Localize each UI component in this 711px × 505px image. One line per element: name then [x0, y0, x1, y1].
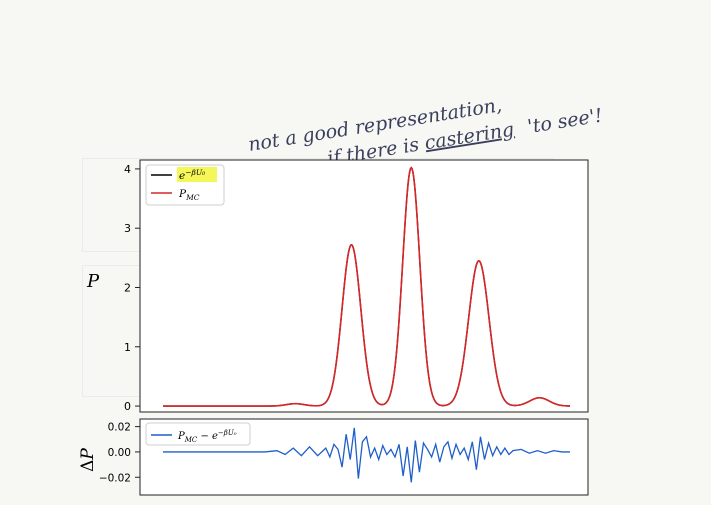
residual-legend: PMC − e−βU₀	[145, 422, 251, 446]
main-y-tick-label: 3	[124, 222, 131, 235]
series-line-p-mc	[163, 166, 571, 407]
main-y-tick-label: 4	[124, 163, 131, 176]
main-panel: 0 1 2 3 4 P e−βU₀ PMC	[86, 159, 589, 413]
residual-y-tick-label: −0.02	[99, 472, 131, 484]
main-y-tick-label: 2	[124, 281, 131, 294]
main-y-axis: 0 1 2 3 4	[124, 163, 140, 413]
residual-legend-box	[145, 422, 251, 446]
residual-y-axis-label: ΔP	[78, 448, 98, 472]
residual-y-axis: 0.02 0.00 −0.02	[99, 422, 140, 484]
residual-y-tick-label: 0.00	[108, 447, 131, 459]
residual-panel: 0.02 0.00 −0.02 ΔP PMC − e−βU₀	[78, 418, 589, 496]
main-y-tick-label: 1	[124, 341, 131, 354]
handwritten-annotation: not a good representation, if there is c…	[247, 94, 604, 160]
series-line-residual	[163, 427, 570, 483]
residual-y-tick-label: 0.02	[108, 422, 131, 434]
legend-highlight-marker	[177, 167, 217, 182]
main-legend: e−βU₀ PMC	[145, 164, 225, 206]
main-y-tick-label: 0	[124, 400, 131, 413]
main-y-axis-label: P	[86, 271, 100, 292]
